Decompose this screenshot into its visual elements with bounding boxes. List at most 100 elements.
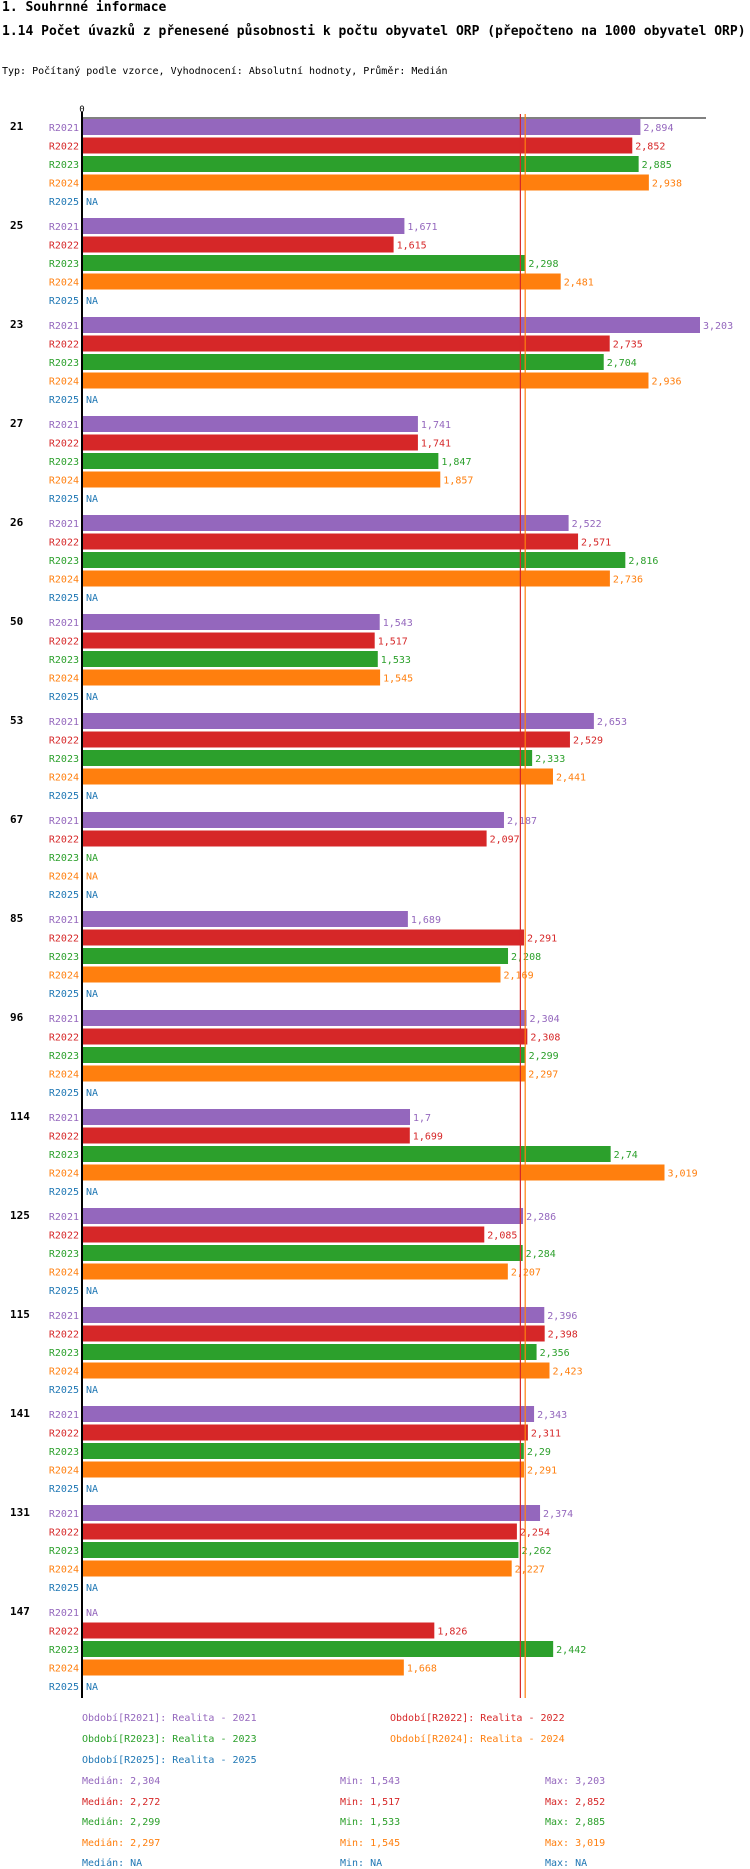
series-label: R2022 [49, 1132, 79, 1143]
data-label: 2,571 [581, 538, 611, 549]
chart-title: 1.14 Počet úvazků z přenesené působnosti… [2, 24, 746, 39]
bar [82, 1208, 524, 1224]
bar [82, 812, 504, 828]
data-label: NA [86, 853, 98, 864]
data-label: 2,356 [540, 1348, 570, 1359]
series-label: R2022 [49, 241, 79, 252]
series-label: R2025 [49, 791, 79, 802]
series-label: R2025 [49, 1583, 79, 1594]
data-label: 1,533 [381, 655, 411, 666]
group-label: 67 [10, 813, 23, 826]
bar [82, 614, 380, 630]
series-label: R2024 [49, 1664, 79, 1675]
bar [82, 1307, 545, 1323]
series-label: R2024 [49, 872, 79, 883]
series-label: R2021 [49, 1410, 79, 1421]
data-label: 1,699 [413, 1132, 443, 1143]
data-label: 1,741 [421, 439, 451, 450]
legend-max: Max: 2,852 [545, 1796, 606, 1808]
group-label: 115 [10, 1308, 30, 1321]
data-label: 2,423 [553, 1367, 583, 1378]
group-label: 141 [10, 1407, 30, 1420]
chart-subtitle: Typ: Počítaný podle vzorce, Vyhodnocení:… [2, 66, 448, 77]
data-label: 2,299 [529, 1051, 559, 1062]
bar [82, 911, 408, 927]
data-label: 2,311 [531, 1429, 561, 1440]
series-label: R2024 [49, 1070, 79, 1081]
series-label: R2023 [49, 1348, 79, 1359]
group-label: 147 [10, 1605, 30, 1618]
legend-max: Max: 3,019 [545, 1837, 606, 1849]
legend-median: Medián: 2,297 [82, 1837, 161, 1849]
series-label: R2025 [49, 1682, 79, 1693]
bar [82, 354, 604, 370]
data-label: 2,291 [527, 934, 557, 945]
series-label: R2025 [49, 197, 79, 208]
bar [82, 768, 553, 785]
data-label: NA [86, 1286, 98, 1297]
series-label: R2023 [49, 853, 79, 864]
bar [82, 1424, 528, 1441]
data-label: 1,689 [411, 915, 441, 926]
series-label: R2025 [49, 1484, 79, 1495]
series-label: R2024 [49, 674, 79, 685]
series-label: R2021 [49, 1113, 79, 1124]
legend-max: Max: NA [545, 1858, 588, 1869]
series-label: R2024 [49, 1565, 79, 1576]
data-label: NA [86, 1682, 98, 1693]
series-label: R2022 [49, 1528, 79, 1539]
data-label: 3,019 [667, 1169, 697, 1180]
series-label: R2023 [49, 1645, 79, 1656]
series-label: R2024 [49, 179, 79, 190]
series-label: R2025 [49, 890, 79, 901]
group-label: 53 [10, 714, 23, 727]
bar [82, 1047, 526, 1063]
bar [82, 713, 594, 729]
series-label: R2021 [49, 1509, 79, 1520]
bar [82, 1659, 404, 1676]
series-label: R2025 [49, 692, 79, 703]
data-label: 1,826 [437, 1627, 467, 1638]
data-label: NA [86, 197, 98, 208]
legend-min: Min: NA [340, 1858, 383, 1869]
data-label: 2,442 [556, 1645, 586, 1656]
bar [82, 1010, 527, 1026]
legend-period: Období[R2023]: Realita - 2023 [82, 1734, 257, 1745]
data-label: 2,529 [573, 736, 603, 747]
data-label: NA [86, 890, 98, 901]
bar [82, 1622, 435, 1639]
series-label: R2023 [49, 952, 79, 963]
bar [82, 317, 700, 333]
bar [82, 651, 378, 667]
bar [82, 533, 579, 550]
bar [82, 137, 633, 154]
legend-median: Medián: 2,304 [82, 1776, 161, 1787]
series-label: R2022 [49, 934, 79, 945]
bar [82, 1127, 410, 1144]
data-label: NA [86, 692, 98, 703]
series-label: R2025 [49, 989, 79, 1000]
series-label: R2022 [49, 637, 79, 648]
data-label: 2,304 [530, 1014, 560, 1025]
series-label: R2021 [49, 915, 79, 926]
data-label: 2,227 [515, 1565, 545, 1576]
bar-chart: 0 21 R2021 2,894 R2022 2,852 R2023 2,885 R2024 2,… [10, 105, 733, 1698]
series-label: R2024 [49, 377, 79, 388]
data-label: 2,297 [528, 1070, 558, 1081]
data-label: 2,736 [613, 575, 643, 586]
data-label: 2,097 [490, 835, 520, 846]
x-tick-label-zero: 0 [79, 105, 84, 115]
bar [82, 236, 394, 253]
group-label: 125 [10, 1209, 30, 1222]
bar [82, 1028, 528, 1045]
series-label: R2023 [49, 556, 79, 567]
series-label: R2022 [49, 538, 79, 549]
bar [82, 335, 610, 352]
bar [82, 552, 626, 568]
series-label: R2022 [49, 1330, 79, 1341]
series-label: R2023 [49, 259, 79, 270]
bar [82, 515, 569, 531]
series-label: R2023 [49, 1249, 79, 1260]
data-label: 1,543 [383, 618, 413, 629]
bar [82, 1505, 541, 1521]
